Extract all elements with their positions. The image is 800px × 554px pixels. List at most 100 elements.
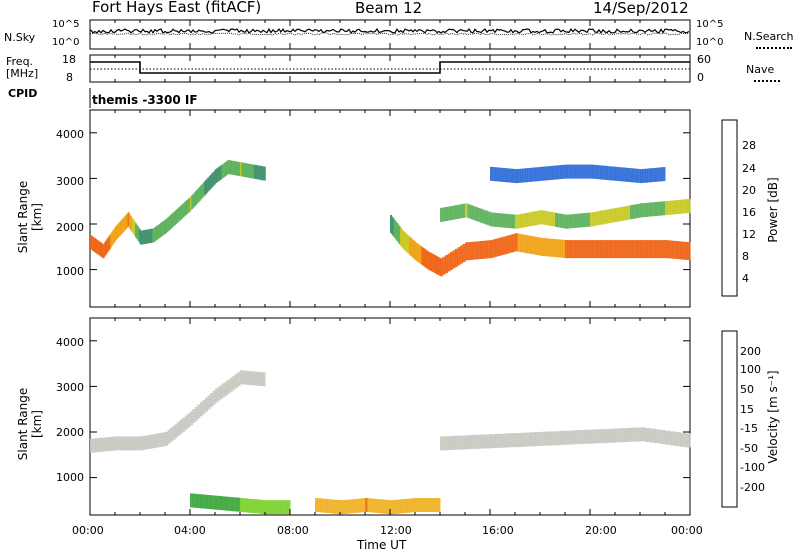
heatmap-cell [108,235,111,250]
heatmap-cell [542,210,546,225]
power-cbar-tick-12: 12 [742,228,756,241]
power-cbar-tick-28: 28 [742,139,756,152]
heatmap-cell [640,240,643,259]
heatmap-cell [410,498,413,513]
heatmap-cell [145,435,148,450]
heatmap-cell [490,434,496,449]
heatmap-cell [105,240,107,255]
heatmap-cell [445,436,451,451]
xtick-1: 04:00 [174,524,206,537]
heatmap-cell [322,498,326,513]
heatmap-cell [190,493,193,508]
heatmap-cell [622,167,626,182]
heatmap-cell [640,169,643,184]
heatmap-cell [687,242,691,261]
heatmap-cell [650,428,656,443]
heatmap-cell [425,498,428,512]
heatmap-cell [100,437,103,452]
heatmap-cell [610,428,616,443]
heatmap-cell [595,240,598,259]
heatmap-cell [95,438,98,453]
heatmap-cell [232,497,236,512]
heatmap-cell [515,169,518,184]
heatmap-cell [200,185,202,200]
heatmap-cell [462,203,466,218]
nsky-series [89,27,690,36]
heatmap-cell [178,206,181,221]
heatmap-cell [667,240,671,259]
heatmap-cell [90,438,93,453]
heatmap-cell [417,244,420,263]
heatmap-cell [545,166,548,181]
heatmap-cell [416,243,419,262]
heatmap-cell [512,233,516,252]
heatmap-cell [372,498,376,513]
heatmap-cell [93,238,96,252]
nsearch-label: N.Search [744,30,794,43]
heatmap-cell [395,221,397,240]
heatmap-cell [485,210,488,225]
heatmap-cell [545,238,548,257]
heatmap-cell [207,177,210,192]
heatmap-cell [675,432,681,447]
heatmap-cell [645,428,651,442]
heatmap-cell [176,209,179,223]
heatmap-cell [572,240,576,259]
heatmap-cell [162,432,166,447]
heatmap-cell [607,166,611,181]
freq-series [90,61,690,74]
heatmap-cell [450,251,453,270]
heatmap-cell [207,495,211,509]
heatmap-cell [652,240,656,259]
heatmap-cell [677,241,681,260]
nave-label: Nave [746,63,775,76]
velocity-cbar-tick-15: 15 [740,403,754,416]
heatmap-cell [110,233,112,248]
heatmap-cell [198,186,201,201]
heatmap-cell [217,386,221,401]
heatmap-cell [642,240,646,259]
heatmap-cell [422,247,425,266]
heatmap-cell [515,233,518,252]
nave-tick-bottom: 0 [697,71,704,84]
heatmap-cell [111,231,114,246]
heatmap-cell [257,165,260,180]
heatmap-cell [665,240,668,259]
heatmap-cell [262,166,265,181]
power-heatmap [90,160,691,277]
heatmap-cell [675,200,678,215]
heatmap-cell [342,500,346,514]
heatmap-cell [385,499,388,514]
heatmap-cell [135,223,137,238]
heatmap-cell [605,428,611,443]
heatmap-cell [147,435,151,449]
nsearch-line [89,32,690,36]
heatmap-cell [610,208,613,223]
heatmap-cell [552,212,556,227]
heatmap-cell [280,500,283,515]
heatmap-cell [245,163,247,178]
heatmap-cell [457,204,461,219]
heatmap-cell [685,199,688,214]
heatmap-cell [192,193,195,208]
heatmap-cell [630,240,633,259]
heatmap-cell [570,240,573,259]
velocity-cbar-tick-50: 50 [740,383,754,396]
heatmap-cell [655,240,658,259]
heatmap-cell [428,252,431,271]
heatmap-cell [140,436,143,451]
heatmap-cell [180,419,183,434]
heatmap-cell [125,215,127,230]
heatmap-cell [90,235,92,250]
power-cbar-tick-24: 24 [742,162,756,175]
heatmap-cell [362,498,366,513]
heatmap-cell [345,499,348,514]
heatmap-cell [610,166,613,181]
heatmap-cell [635,427,641,442]
heatmap-cell [450,206,453,221]
heatmap-cell [617,240,621,259]
xtick-3: 12:00 [380,524,412,537]
heatmap-cell [160,432,163,447]
heatmap-cell [195,191,197,205]
